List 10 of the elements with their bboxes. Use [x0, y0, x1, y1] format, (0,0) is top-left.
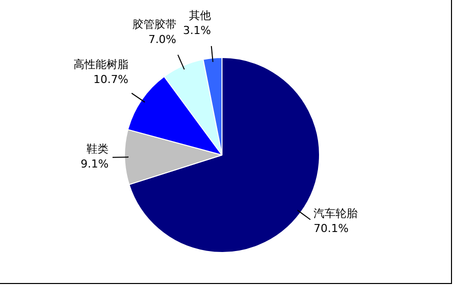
data-label: 7.0% [148, 32, 176, 46]
data-label: 70.1% [314, 222, 349, 235]
data-label: 9.1% [80, 157, 109, 170]
slice-label: 汽车轮胎 [314, 206, 358, 220]
slice-label: 鞋类 [86, 142, 109, 156]
data-label: 10.7% [93, 72, 128, 86]
data-label: 3.1% [183, 24, 211, 37]
slice-label: 胶管胶带 [132, 18, 176, 31]
slice-label: 高性能树脂 [73, 58, 128, 71]
slice-label: 其他 [188, 8, 211, 22]
